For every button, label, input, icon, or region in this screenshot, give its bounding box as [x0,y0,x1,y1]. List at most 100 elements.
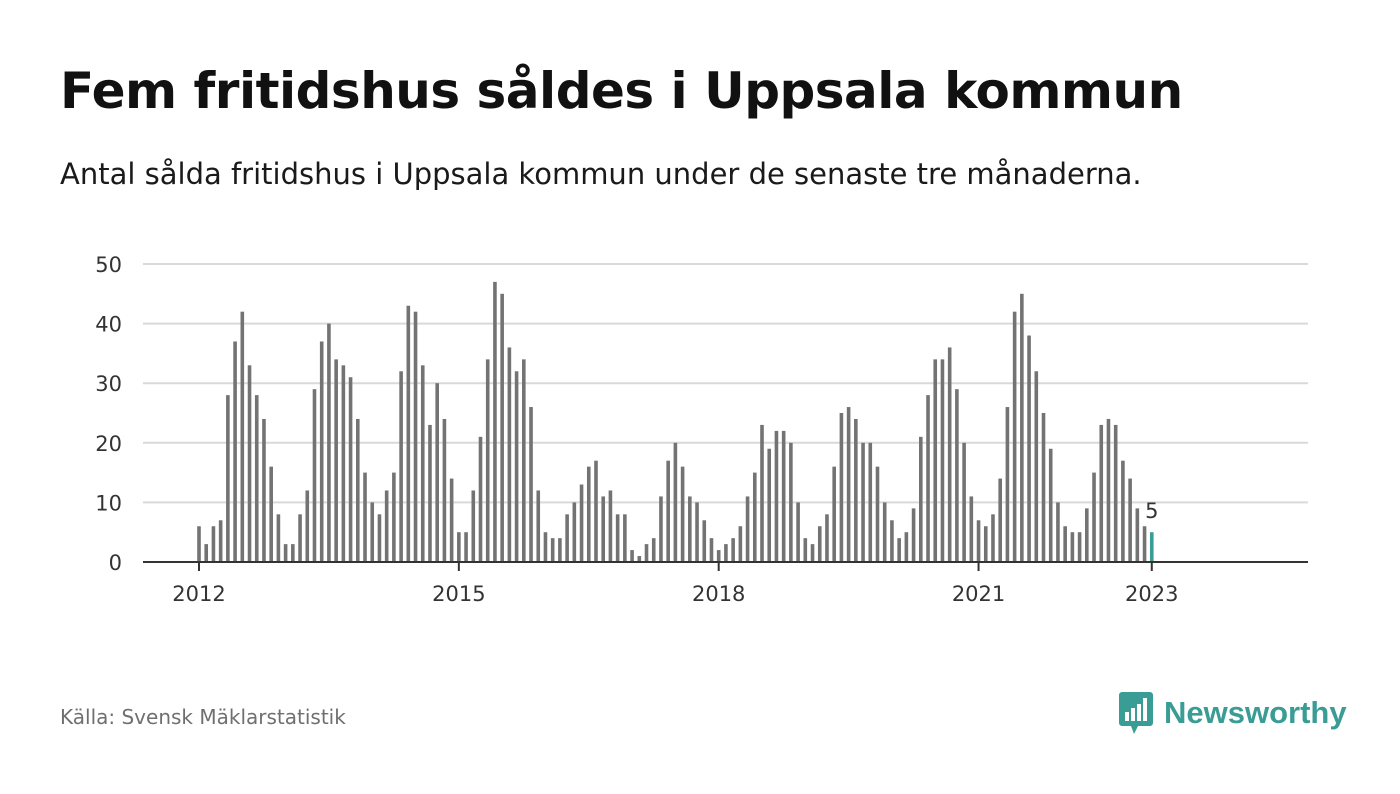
bar [240,311,245,562]
bar [565,514,569,562]
y-axis-ticks: 0 10 20 30 40 50 [95,253,122,575]
bar [298,514,302,562]
bar [659,496,663,562]
bar [1113,424,1118,562]
bar [522,359,526,562]
bar [1020,293,1024,562]
bar-chart-speech-bubble-icon [1119,692,1153,734]
bar [738,526,743,562]
bar [1135,508,1140,562]
bar [882,502,887,562]
bar [724,544,728,562]
bar [623,514,627,562]
bar [760,424,764,562]
bar [1077,532,1082,562]
x-tick-label: 2015 [432,582,485,606]
bar [825,514,829,562]
bar [406,305,411,562]
bar [695,502,699,562]
bar [911,508,916,562]
bar [1027,335,1031,562]
bar [868,442,873,562]
bar [933,359,938,562]
bar [630,550,634,562]
bar [478,436,483,562]
bar [334,359,338,562]
bar [269,466,273,562]
gridlines [143,263,1308,504]
bar [1106,418,1111,562]
bar [485,359,490,562]
bar [1063,526,1067,562]
latest-value-label: 5 [1145,499,1158,523]
bar [890,520,894,562]
bar [716,550,721,562]
bar [428,424,432,562]
bar [615,514,620,562]
bar [803,538,808,562]
x-tick-label: 2023 [1125,582,1178,606]
bar [861,442,865,562]
chart-title: Fem fritidshus såldes i Uppsala kommun [60,62,1183,120]
bar [940,359,945,562]
bar [846,407,851,562]
bar [413,311,418,562]
bar [536,490,541,562]
bar [875,466,880,562]
bar [1056,502,1060,562]
bar [969,496,974,562]
bar [789,442,793,562]
bar [774,430,779,562]
bar [796,502,800,562]
bar [493,281,497,562]
x-tick-label: 2021 [952,582,1005,606]
bar [550,538,555,562]
chart-subtitle: Antal sålda fritidshus i Uppsala kommun … [60,157,1142,191]
bar [688,496,692,562]
bar [666,460,670,562]
y-tick-label: 40 [95,313,122,337]
bar [1142,526,1147,562]
bar [702,520,707,562]
bar [832,466,836,562]
bar [377,514,382,562]
bar [680,466,685,562]
source-note: Källa: Svensk Mäklarstatistik [60,705,346,729]
bar [1128,478,1132,562]
bar [399,371,403,562]
bar [991,514,995,562]
bar [1041,413,1046,562]
bar [579,484,584,562]
bar [392,472,396,562]
bar [810,544,815,562]
bar [1034,371,1039,562]
bar [420,365,425,562]
x-tick-label: 2012 [172,582,225,606]
bar [1070,532,1075,562]
bar [673,442,678,562]
bar [276,514,281,562]
bar [370,502,375,562]
bar [529,407,533,562]
bar [962,442,966,562]
brand-name: Newsworthy [1164,695,1347,730]
bar [291,544,295,562]
y-tick-label: 0 [109,551,122,575]
bar [998,478,1002,562]
bar [926,395,930,562]
bar [1099,424,1104,562]
bar [637,556,642,562]
y-tick-label: 20 [95,432,122,456]
bar [327,323,331,562]
bar [262,418,266,562]
y-tick-label: 50 [95,253,122,277]
bar [218,520,223,562]
bar [319,341,324,562]
bar [1085,508,1089,562]
bar [608,490,613,562]
bar [500,293,504,562]
bar [211,526,216,562]
x-axis-ticks: 2012 2015 2018 2021 2023 [172,562,1179,606]
newsworthy-logo: Newsworthy [1118,690,1347,736]
bar [781,430,786,562]
